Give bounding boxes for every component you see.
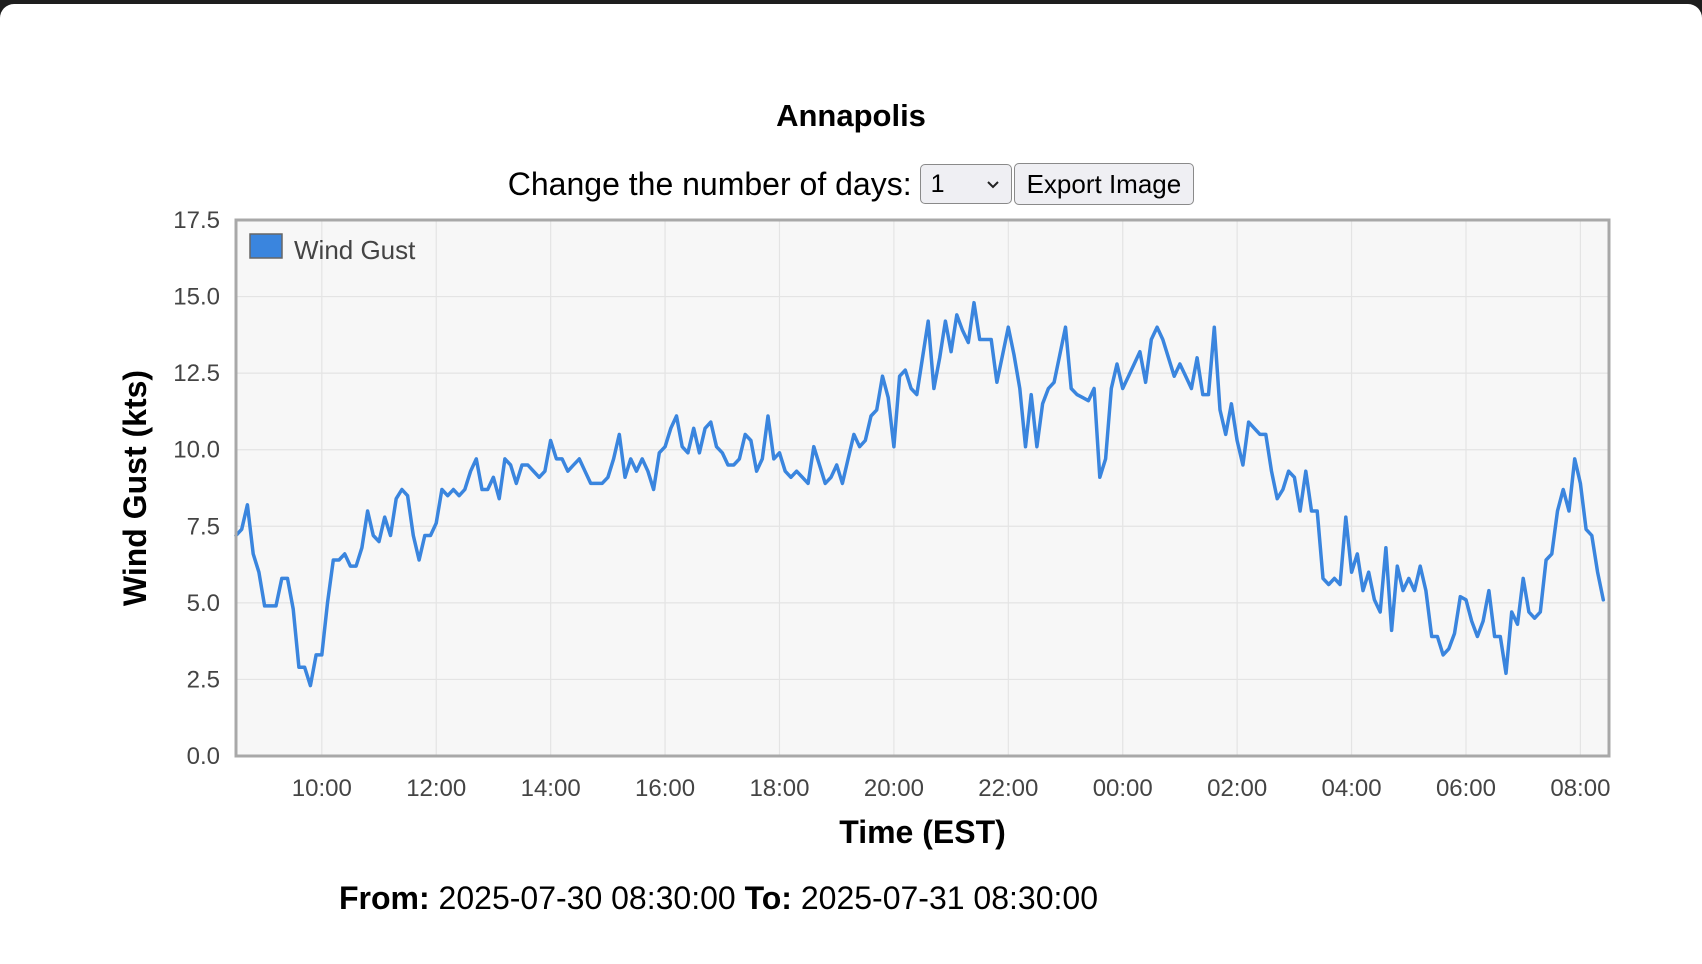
from-label: From:: [339, 880, 430, 916]
legend-swatch: [249, 233, 283, 259]
from-value: 2025-07-30 08:30:00: [438, 880, 736, 916]
chart-title: Annapolis: [776, 98, 926, 133]
y-tick-label: 17.5: [173, 207, 220, 234]
days-label: Change the number of days:: [507, 166, 912, 202]
x-tick-label: 02:00: [1207, 775, 1267, 802]
x-tick-label: 06:00: [1436, 775, 1496, 802]
export-image-button[interactable]: Export Image: [1013, 163, 1195, 205]
x-tick-label: 12:00: [406, 775, 466, 802]
y-tick-label: 10.0: [173, 437, 220, 464]
x-tick-label: 14:00: [521, 775, 581, 802]
y-tick-label: 2.5: [187, 666, 220, 693]
x-tick-label: 16:00: [635, 775, 695, 802]
x-tick-label: 10:00: [292, 775, 352, 802]
x-tick-label: 20:00: [864, 775, 924, 802]
x-axis-label: Time (EST): [839, 814, 1006, 850]
x-tick-label: 08:00: [1550, 775, 1610, 802]
to-label: To:: [744, 880, 792, 916]
chevron-down-icon: [986, 181, 999, 189]
y-tick-label: 7.5: [187, 513, 220, 540]
y-tick-label: 12.5: [173, 360, 220, 387]
x-tick-label: 00:00: [1093, 775, 1153, 802]
days-select-value: 1: [930, 169, 945, 198]
date-range: From: 2025-07-30 08:30:00 To: 2025-07-31…: [0, 878, 1437, 918]
y-axis-label: Wind Gust (kts): [117, 370, 153, 606]
x-tick-label: 18:00: [749, 775, 809, 802]
days-select[interactable]: 1: [919, 164, 1012, 204]
x-tick-label: 04:00: [1322, 775, 1382, 802]
y-tick-label: 0.0: [187, 743, 220, 770]
y-tick-label: 5.0: [187, 590, 220, 617]
plot-frame: [234, 218, 1611, 758]
series-line-wind-gust: [234, 300, 1606, 688]
y-tick-label: 15.0: [173, 284, 220, 311]
to-value: 2025-07-31 08:30:00: [800, 880, 1098, 916]
x-tick-label: 22:00: [978, 775, 1038, 802]
chart-controls: Change the number of days: 1 Export Imag…: [0, 163, 1702, 205]
legend-label: Wind Gust: [294, 235, 416, 265]
